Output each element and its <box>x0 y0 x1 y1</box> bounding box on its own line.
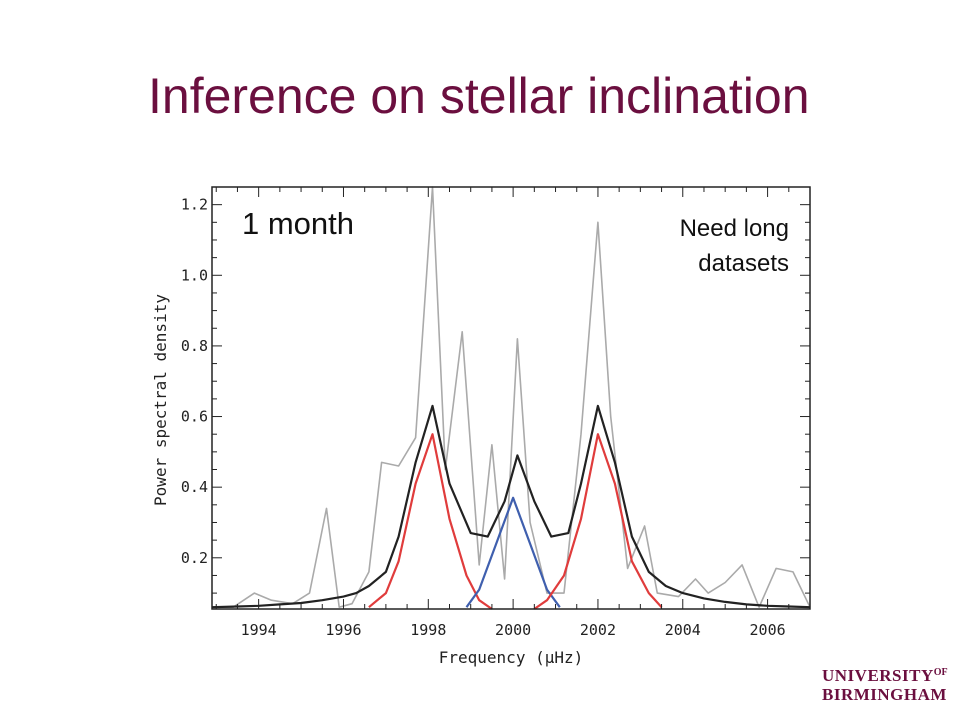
slide-title: Inference on stellar inclination <box>148 68 810 124</box>
tick-layer: 1994 1996 1998 2000 2002 2004 2006 0.2 0.4 0.6 0.8… <box>181 187 811 639</box>
logo-of: OF <box>933 667 948 678</box>
logo-line-2: BIRMINGHAM <box>822 685 947 704</box>
series-line-power-spectrum <box>212 186 811 609</box>
y-tick-label: 1.2 <box>181 196 208 214</box>
series-layer <box>211 186 811 610</box>
annotation-need-long: Need long <box>680 215 789 242</box>
x-axis-label: Frequency (μHz) <box>439 648 584 667</box>
x-tick-label: 2002 <box>580 621 616 639</box>
x-tick-label: 1996 <box>325 621 361 639</box>
annotation-1-month: 1 month <box>242 206 354 241</box>
series-line-model-total <box>211 404 811 609</box>
y-axis-label: Power spectral density <box>151 294 170 506</box>
series-line-mode-component-1 <box>368 433 493 610</box>
x-tick-label: 1998 <box>410 621 446 639</box>
x-tick-label: 2004 <box>665 621 701 639</box>
y-tick-label: 0.4 <box>181 478 208 496</box>
x-tick-label: 2000 <box>495 621 531 639</box>
annotation-datasets: datasets <box>698 250 789 277</box>
series-line-mode-component-2 <box>533 433 663 610</box>
logo-line-1: UNIVERSITY <box>822 666 934 685</box>
university-logo: UNIVERSITYOF BIRMINGHAM <box>822 663 948 704</box>
y-tick-label: 0.6 <box>181 408 208 426</box>
x-tick-label: 2006 <box>750 621 786 639</box>
x-tick-label: 1994 <box>241 621 277 639</box>
y-tick-label: 0.8 <box>181 337 208 355</box>
series-line-mode-component-0 <box>465 496 561 608</box>
y-tick-label: 1.0 <box>181 266 208 284</box>
plot-frame <box>211 186 811 610</box>
y-tick-label: 0.2 <box>181 549 208 567</box>
